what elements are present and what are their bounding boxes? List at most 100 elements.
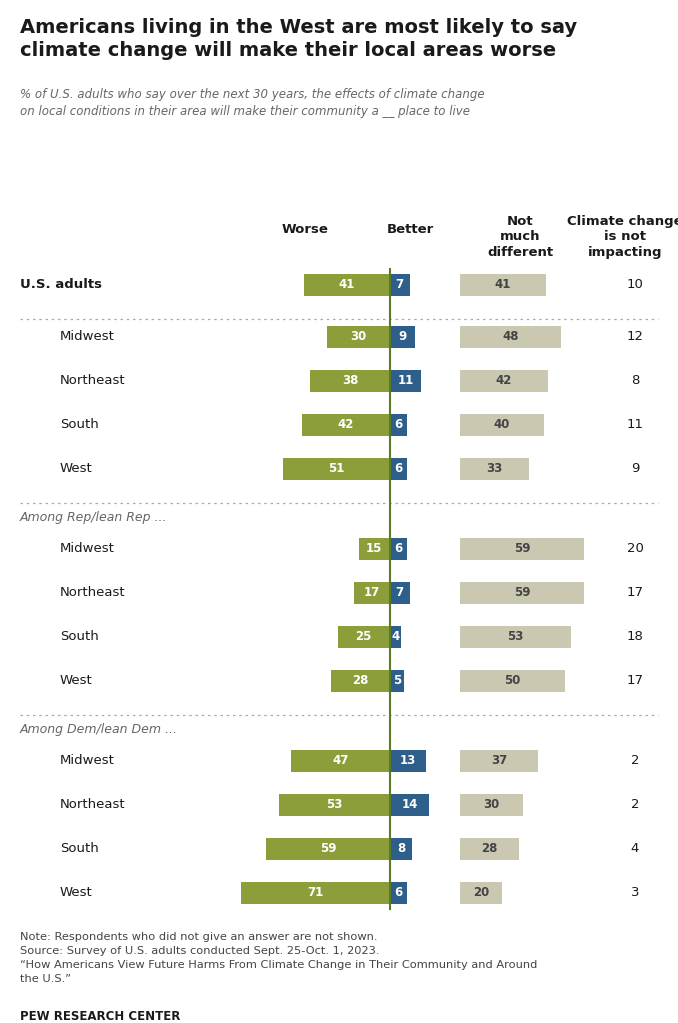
Bar bbox=[460, 582, 584, 604]
Text: Note: Respondents who did not give an answer are not shown.
Source: Survey of U.: Note: Respondents who did not give an an… bbox=[20, 932, 538, 984]
Text: Northeast: Northeast bbox=[60, 586, 125, 599]
Text: 42: 42 bbox=[338, 418, 354, 432]
Text: 6: 6 bbox=[395, 887, 403, 899]
Bar bbox=[359, 538, 390, 560]
Text: 9: 9 bbox=[631, 462, 639, 476]
Text: U.S. adults: U.S. adults bbox=[20, 278, 102, 292]
Bar bbox=[460, 794, 523, 816]
Text: 8: 8 bbox=[631, 374, 639, 388]
Text: 53: 53 bbox=[507, 630, 524, 643]
Bar bbox=[241, 882, 390, 904]
Text: 13: 13 bbox=[400, 755, 416, 767]
Text: 5: 5 bbox=[393, 674, 401, 687]
Text: 25: 25 bbox=[355, 630, 372, 643]
Bar bbox=[460, 838, 519, 860]
Text: 50: 50 bbox=[504, 674, 521, 687]
Bar bbox=[390, 458, 407, 480]
Text: 33: 33 bbox=[487, 462, 503, 476]
Text: 20: 20 bbox=[473, 887, 489, 899]
Text: 4: 4 bbox=[391, 630, 400, 643]
Text: 6: 6 bbox=[395, 462, 403, 476]
Text: 20: 20 bbox=[626, 542, 643, 555]
Bar bbox=[390, 370, 421, 392]
Text: Worse: Worse bbox=[281, 223, 328, 236]
Bar bbox=[460, 626, 572, 648]
Text: 6: 6 bbox=[395, 418, 403, 432]
Text: 2: 2 bbox=[631, 755, 639, 767]
Text: Northeast: Northeast bbox=[60, 374, 125, 388]
Text: 9: 9 bbox=[399, 330, 407, 344]
Bar bbox=[390, 882, 407, 904]
Bar bbox=[331, 670, 390, 692]
Text: 17: 17 bbox=[626, 586, 643, 599]
Bar bbox=[311, 370, 390, 392]
Text: Northeast: Northeast bbox=[60, 799, 125, 811]
Text: 18: 18 bbox=[626, 630, 643, 643]
Bar bbox=[355, 582, 390, 604]
Text: 2: 2 bbox=[631, 799, 639, 811]
Text: 59: 59 bbox=[514, 586, 530, 599]
Text: 59: 59 bbox=[320, 843, 336, 855]
Text: Climate change
is not
impacting: Climate change is not impacting bbox=[567, 215, 678, 259]
Text: 42: 42 bbox=[496, 374, 513, 388]
Bar bbox=[460, 458, 530, 480]
Text: 3: 3 bbox=[631, 887, 639, 899]
Bar bbox=[279, 794, 390, 816]
Bar bbox=[390, 538, 407, 560]
Bar bbox=[390, 326, 415, 348]
Bar bbox=[390, 794, 429, 816]
Text: South: South bbox=[60, 418, 99, 432]
Text: West: West bbox=[60, 462, 93, 476]
Text: 7: 7 bbox=[396, 278, 404, 292]
Bar bbox=[292, 750, 390, 772]
Text: Americans living in the West are most likely to say
climate change will make the: Americans living in the West are most li… bbox=[20, 18, 577, 59]
Text: 17: 17 bbox=[626, 674, 643, 687]
Text: 47: 47 bbox=[332, 755, 349, 767]
Bar bbox=[390, 274, 410, 296]
Text: 6: 6 bbox=[395, 542, 403, 555]
Text: 8: 8 bbox=[397, 843, 405, 855]
Bar bbox=[460, 670, 565, 692]
Bar bbox=[302, 414, 390, 436]
Text: Midwest: Midwest bbox=[60, 330, 115, 344]
Bar bbox=[390, 582, 410, 604]
Text: Among Rep/lean Rep ...: Among Rep/lean Rep ... bbox=[20, 510, 167, 524]
Bar bbox=[460, 326, 561, 348]
Bar bbox=[460, 538, 584, 560]
Bar bbox=[283, 458, 390, 480]
Text: 53: 53 bbox=[326, 799, 342, 811]
Text: South: South bbox=[60, 630, 99, 643]
Bar bbox=[460, 370, 549, 392]
Bar bbox=[390, 414, 407, 436]
Text: 59: 59 bbox=[514, 542, 530, 555]
Text: 4: 4 bbox=[631, 843, 639, 855]
Text: Midwest: Midwest bbox=[60, 542, 115, 555]
Bar bbox=[304, 274, 390, 296]
Text: 15: 15 bbox=[366, 542, 382, 555]
Text: 38: 38 bbox=[342, 374, 358, 388]
Text: West: West bbox=[60, 674, 93, 687]
Text: Among Dem/lean Dem ...: Among Dem/lean Dem ... bbox=[20, 722, 178, 736]
Text: 12: 12 bbox=[626, 330, 643, 344]
Bar bbox=[460, 274, 546, 296]
Text: % of U.S. adults who say over the next 30 years, the effects of climate change
o: % of U.S. adults who say over the next 3… bbox=[20, 88, 485, 118]
Text: Better: Better bbox=[386, 223, 434, 236]
Text: 28: 28 bbox=[353, 674, 369, 687]
Bar bbox=[460, 882, 502, 904]
Text: Midwest: Midwest bbox=[60, 755, 115, 767]
Text: 51: 51 bbox=[328, 462, 344, 476]
Bar bbox=[390, 750, 426, 772]
Text: 11: 11 bbox=[626, 418, 643, 432]
Text: 14: 14 bbox=[401, 799, 418, 811]
Text: 71: 71 bbox=[307, 887, 323, 899]
Text: 40: 40 bbox=[494, 418, 510, 432]
Text: PEW RESEARCH CENTER: PEW RESEARCH CENTER bbox=[20, 1010, 180, 1023]
Bar bbox=[390, 626, 401, 648]
Text: 7: 7 bbox=[396, 586, 404, 599]
Bar bbox=[338, 626, 390, 648]
Bar bbox=[266, 838, 390, 860]
Bar bbox=[460, 750, 538, 772]
Text: 30: 30 bbox=[351, 330, 367, 344]
Text: 11: 11 bbox=[397, 374, 414, 388]
Text: West: West bbox=[60, 887, 93, 899]
